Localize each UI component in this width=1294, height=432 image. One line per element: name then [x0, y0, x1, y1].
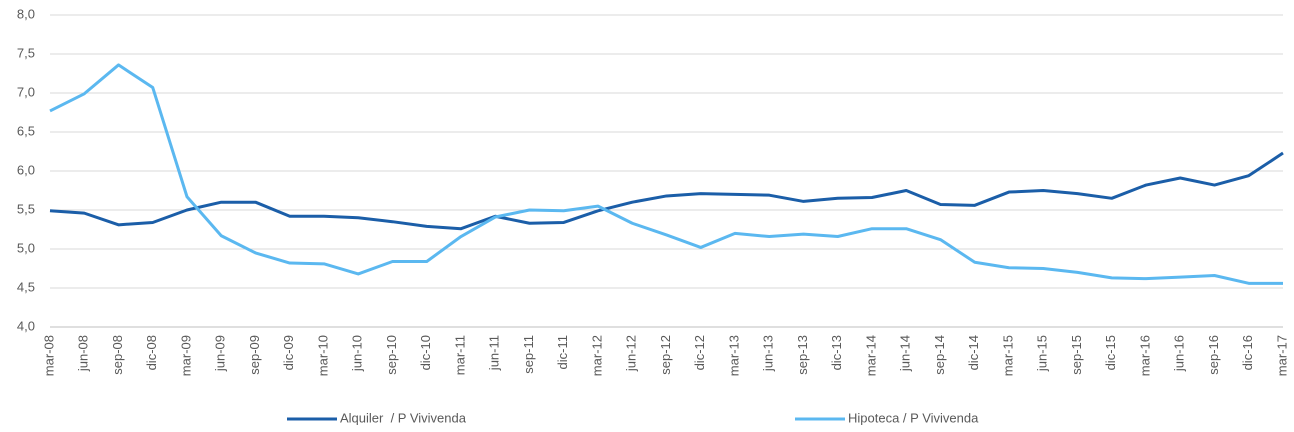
y-tick-label: 6,5	[17, 123, 35, 138]
x-tick-label: sep-08	[110, 335, 125, 375]
x-tick-label: mar-17	[1274, 335, 1289, 376]
x-tick-label: mar-15	[1000, 335, 1015, 376]
legend-label: Hipoteca / P Vivivenda	[848, 410, 979, 425]
x-tick-label: sep-11	[521, 335, 536, 374]
x-tick-label: jun-09	[213, 335, 228, 372]
x-tick-label: mar-16	[1137, 335, 1152, 376]
x-tick-label: dic-10	[418, 335, 433, 370]
x-tick-label: jun-14	[898, 335, 913, 372]
x-tick-label: sep-15	[1069, 335, 1084, 375]
y-tick-label: 8,0	[17, 6, 35, 21]
legend-label: Alquiler / P Vivivenda	[340, 410, 467, 425]
x-tick-label: mar-14	[863, 335, 878, 376]
line-series	[49, 151, 1284, 231]
x-tick-label: dic-15	[1103, 335, 1118, 370]
y-tick-label: 4,5	[17, 279, 35, 294]
y-tick-label: 7,5	[17, 45, 35, 60]
x-tick-label: dic-09	[281, 335, 296, 370]
x-tick-label: jun-15	[1035, 335, 1050, 372]
line-series	[49, 63, 1283, 285]
x-tick-label: dic-14	[966, 335, 981, 370]
x-tick-label: jun-12	[624, 335, 639, 372]
x-tick-label: sep-13	[795, 335, 810, 375]
x-tick-label: dic-16	[1240, 335, 1255, 370]
x-tick-label: mar-13	[726, 335, 741, 376]
x-tick-label: mar-10	[315, 335, 330, 376]
y-tick-label: 5,0	[17, 240, 35, 255]
x-tick-label: sep-09	[247, 335, 262, 375]
x-tick-label: sep-16	[1206, 335, 1221, 375]
x-tick-label: jun-10	[350, 335, 365, 372]
x-tick-label: sep-12	[658, 335, 673, 375]
x-tick-label: dic-13	[829, 335, 844, 370]
x-tick-label: jun-16	[1172, 335, 1187, 372]
x-tick-label: dic-11	[555, 335, 570, 369]
x-tick-label: jun-11	[487, 335, 502, 371]
x-tick-label: jun-08	[76, 335, 91, 372]
y-tick-label: 6,0	[17, 162, 35, 177]
x-tick-label: mar-11	[452, 335, 467, 375]
x-tick-label: sep-10	[384, 335, 399, 375]
y-tick-label: 5,5	[17, 201, 35, 216]
y-tick-label: 4,0	[17, 318, 35, 333]
x-tick-label: jun-13	[761, 335, 776, 372]
x-tick-label: mar-09	[178, 335, 193, 376]
x-tick-label: dic-12	[692, 335, 707, 370]
y-tick-label: 7,0	[17, 84, 35, 99]
x-tick-label: dic-08	[144, 335, 159, 370]
x-tick-label: sep-14	[932, 335, 947, 375]
x-tick-label: mar-12	[589, 335, 604, 376]
x-tick-label: mar-08	[41, 335, 56, 376]
